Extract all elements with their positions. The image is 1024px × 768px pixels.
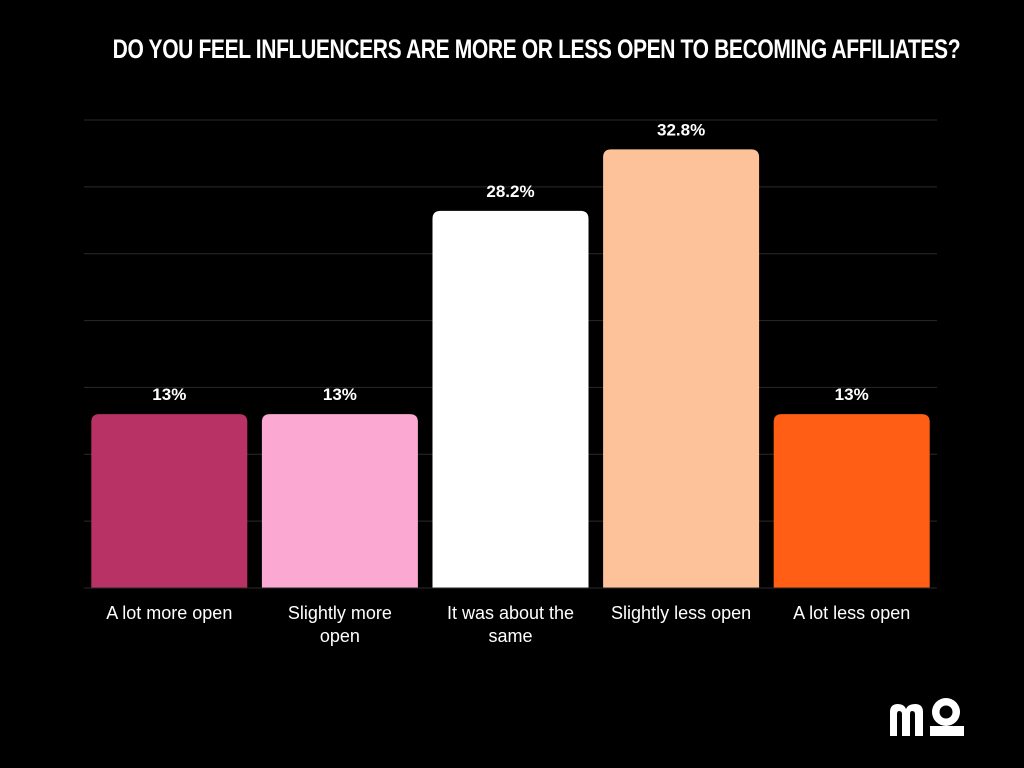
data-label: 32.8% <box>657 120 705 139</box>
data-label: 28.2% <box>486 182 534 201</box>
category-label: A lot less open <box>793 603 910 623</box>
bar <box>261 414 418 588</box>
data-label: 13% <box>323 385 357 404</box>
bar <box>603 149 760 588</box>
category-label: Slightly more open <box>288 603 392 646</box>
data-label: 13% <box>152 385 186 404</box>
bar <box>91 414 248 588</box>
mo-logo-icon <box>890 698 964 736</box>
category-label: Slightly less open <box>611 603 751 623</box>
data-label: 13% <box>835 385 869 404</box>
bar <box>773 414 930 588</box>
chart-title: DO YOU FEEL INFLUENCERS ARE MORE OR LESS… <box>112 34 961 64</box>
bar <box>432 210 589 588</box>
category-label: A lot more open <box>106 603 232 623</box>
category-label: It was about the same <box>447 603 574 646</box>
